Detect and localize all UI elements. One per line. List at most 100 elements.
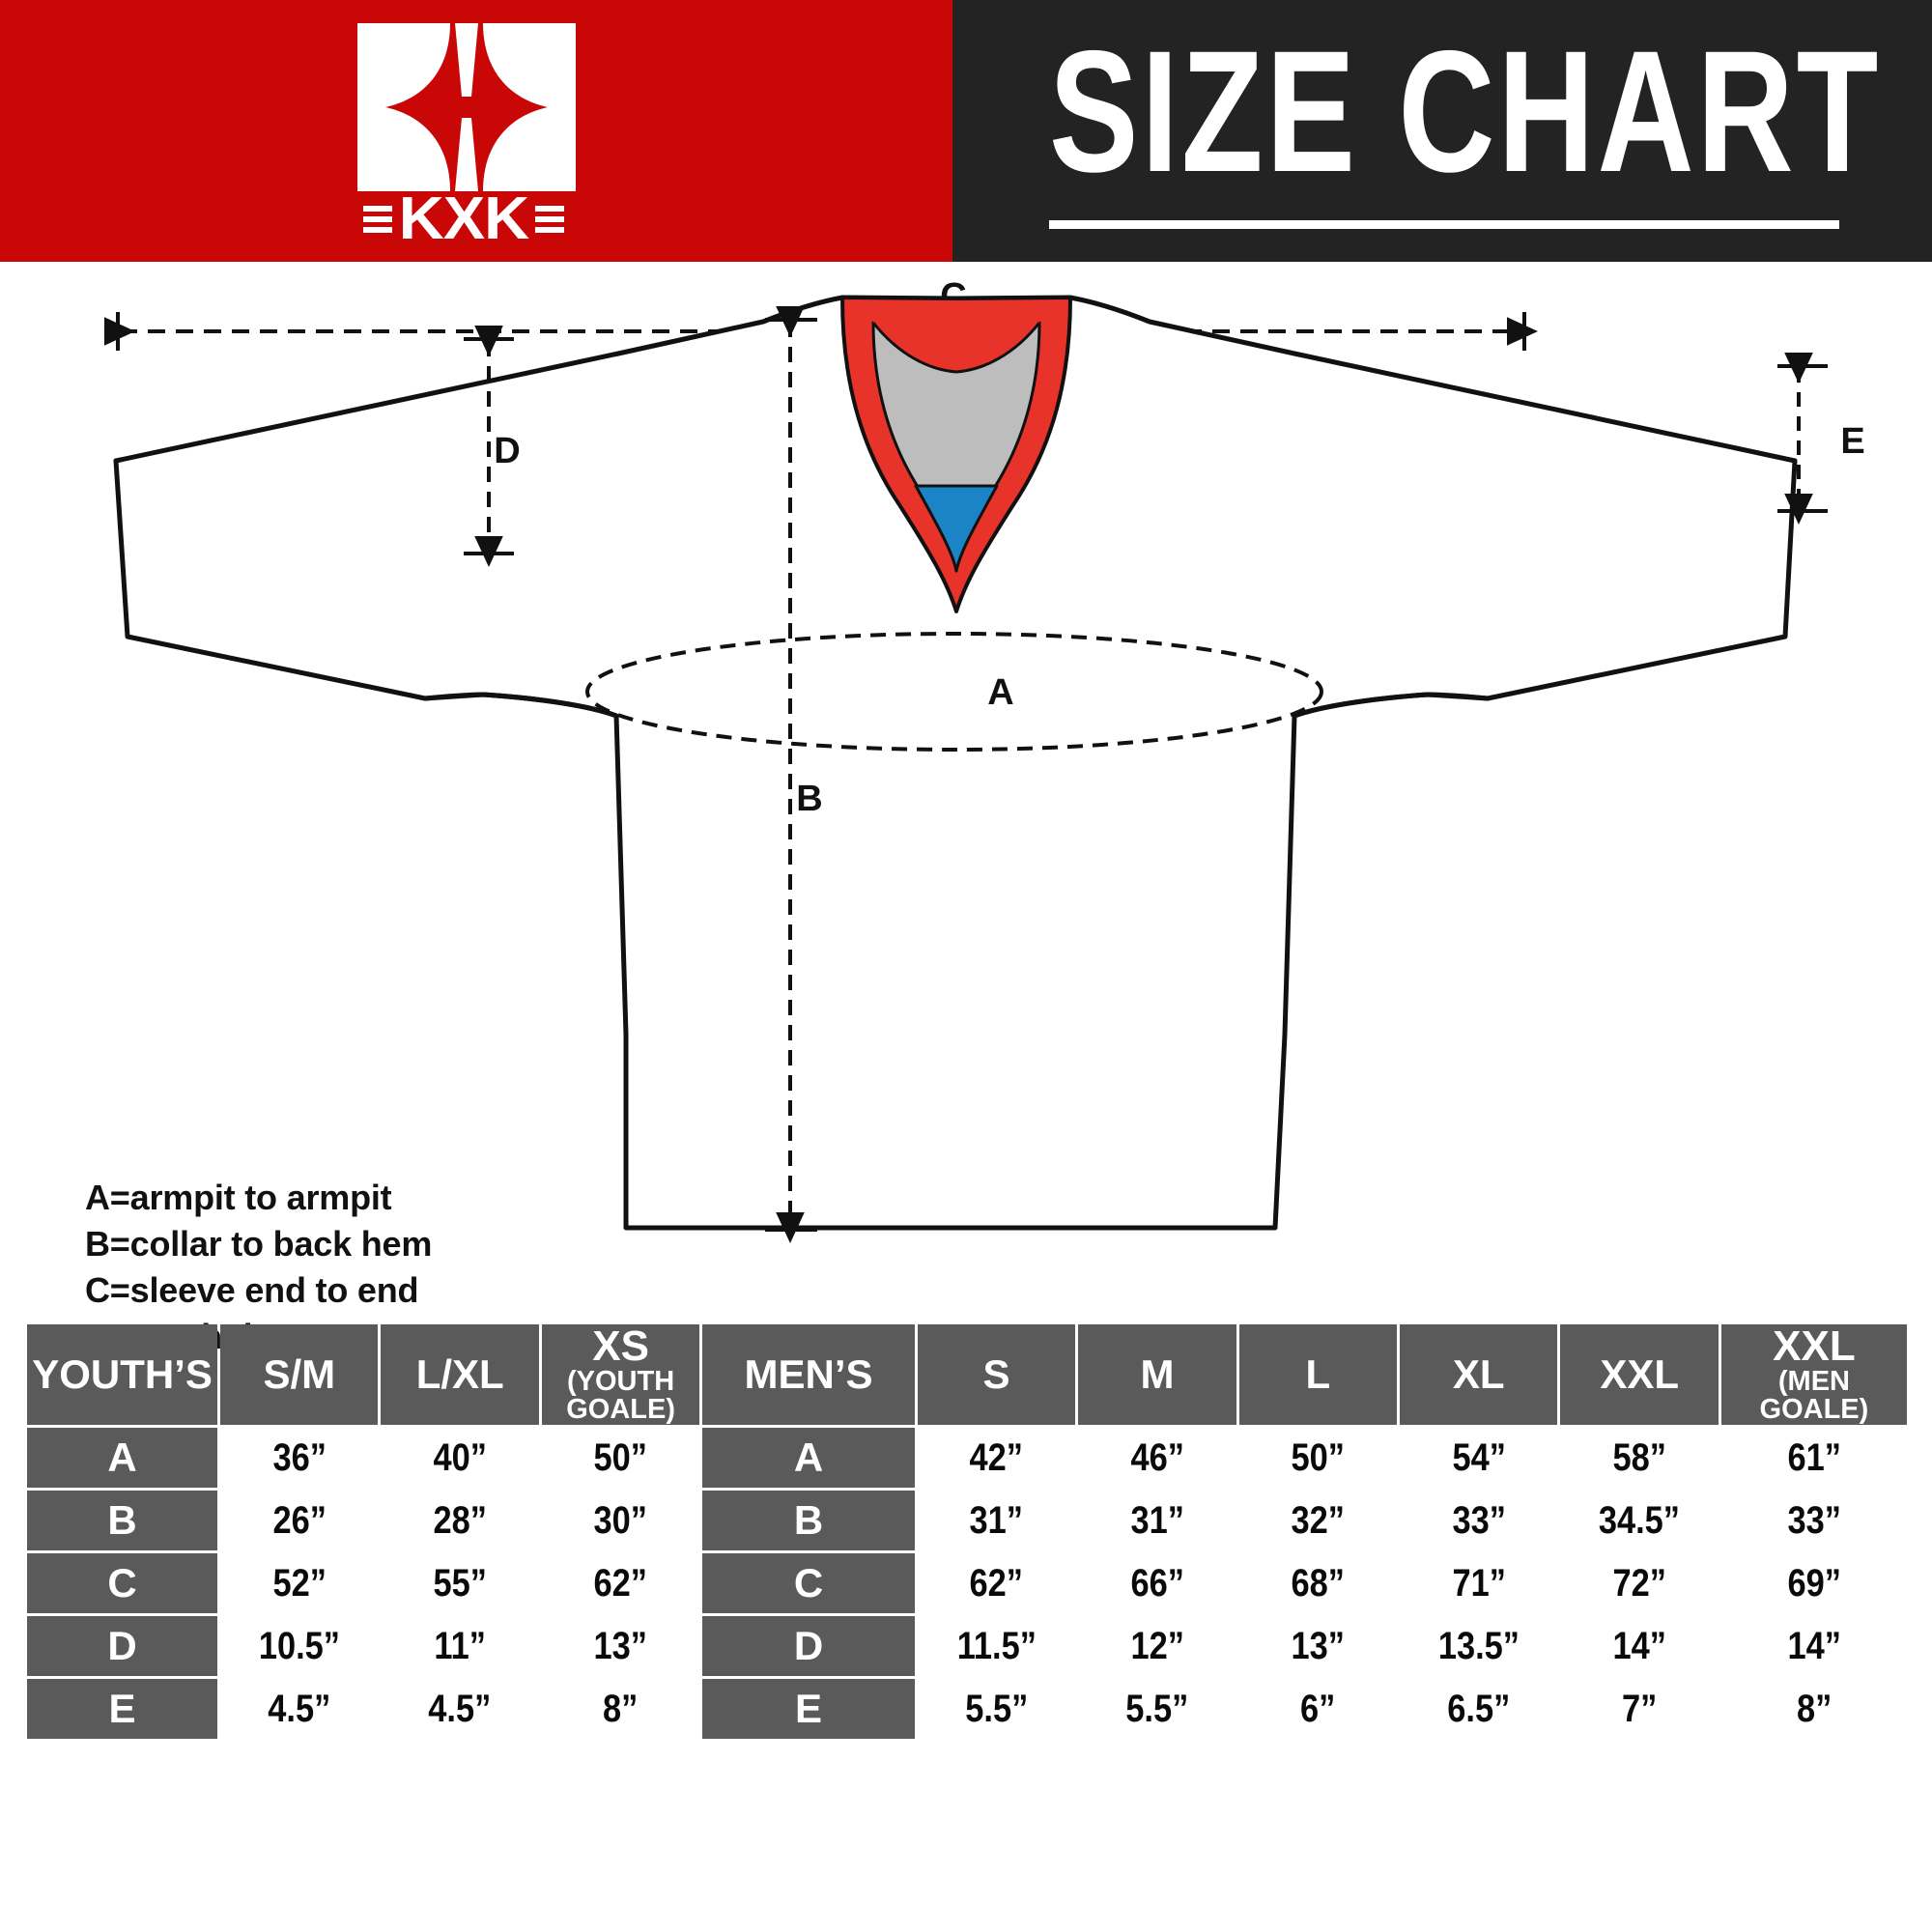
column-header-mens-3: L: [1238, 1324, 1398, 1425]
cell-value: 33”: [1787, 1498, 1841, 1542]
brand-name: KXK: [398, 185, 529, 252]
title-panel: SIZE CHART: [952, 0, 1932, 262]
row-header-youths: C: [27, 1553, 218, 1613]
row-header-mens: E: [702, 1679, 915, 1739]
cell-value: 36”: [272, 1435, 327, 1479]
cell-youths: 30”: [541, 1491, 700, 1550]
cell-value: 5.5”: [1125, 1687, 1189, 1730]
size-chart-body: YOUTH’S S/M L/XL XS (YOUTH GOALE) MEN’S S M L XL XX…: [27, 1324, 1907, 1739]
cell-mens: 6”: [1238, 1679, 1398, 1739]
cell-value: 14”: [1612, 1624, 1666, 1667]
cell-value: 12”: [1130, 1624, 1184, 1667]
column-header-main: XXL: [1773, 1321, 1856, 1370]
cell-value: 55”: [433, 1561, 487, 1605]
column-header-mens-5: XXL: [1560, 1324, 1719, 1425]
column-header-main: MEN’S: [744, 1350, 873, 1397]
cell-youths: 4.5”: [220, 1679, 379, 1739]
cell-value: 13.5”: [1437, 1624, 1520, 1667]
column-header-mens-2: M: [1078, 1324, 1236, 1425]
cell-value: 4.5”: [268, 1687, 331, 1730]
column-header-sub: (MEN: [1777, 1366, 1850, 1398]
row-header-youths: A: [27, 1428, 218, 1488]
kxk-hourglass-logo-icon: [355, 21, 578, 193]
logo-bars-left-icon: [363, 206, 393, 233]
cell-value: 69”: [1787, 1561, 1841, 1605]
cell-value: 61”: [1787, 1435, 1841, 1479]
cell-youths: 55”: [381, 1553, 539, 1613]
cell-value: 11”: [434, 1624, 486, 1667]
cell-value: 11.5”: [956, 1624, 1037, 1667]
cell-youths: 28”: [381, 1491, 539, 1550]
table-row: C 52” 55” 62” C 62” 66” 68” 71” 72” 69”: [27, 1553, 1907, 1613]
cell-mens: 42”: [917, 1428, 1076, 1488]
dimension-label-e: E: [1840, 421, 1864, 462]
brand-logo: KXK: [328, 21, 599, 249]
dimension-label-d: D: [494, 431, 520, 471]
column-header-mens-1: S: [917, 1324, 1076, 1425]
column-header-main: XL: [1452, 1350, 1505, 1397]
column-header-sub: GOALE): [1759, 1394, 1869, 1426]
cell-value: 72”: [1612, 1561, 1666, 1605]
cell-value: 68”: [1291, 1561, 1346, 1605]
cell-value: 52”: [272, 1561, 327, 1605]
cell-value: 58”: [1612, 1435, 1666, 1479]
cell-value: 62”: [593, 1561, 648, 1605]
cell-value: 54”: [1452, 1435, 1506, 1479]
cell-youths: 11”: [381, 1616, 539, 1676]
cell-value: 66”: [1130, 1561, 1184, 1605]
cell-mens: 34.5”: [1560, 1491, 1719, 1550]
cell-mens: 5.5”: [917, 1679, 1076, 1739]
cell-value: 13”: [593, 1624, 648, 1667]
cell-youths: 40”: [381, 1428, 539, 1488]
column-header-main: M: [1140, 1350, 1175, 1397]
column-header-mens-4: XL: [1400, 1324, 1558, 1425]
cell-value: 7”: [1621, 1687, 1658, 1730]
page-title: SIZE CHART: [1049, 24, 1878, 197]
cell-youths: 50”: [541, 1428, 700, 1488]
table-row: E 4.5” 4.5” 8” E 5.5” 5.5” 6” 6.5” 7” 8”: [27, 1679, 1907, 1739]
jersey-diagram: C D B A E: [0, 262, 1932, 1403]
cell-mens: 13”: [1238, 1616, 1398, 1676]
cell-mens: 31”: [1078, 1491, 1236, 1550]
cell-mens: 61”: [1720, 1428, 1907, 1488]
cell-youths: 26”: [220, 1491, 379, 1550]
cell-mens: 66”: [1078, 1553, 1236, 1613]
cell-mens: 13.5”: [1400, 1616, 1558, 1676]
legend-line-b: B=collar to back hem: [85, 1223, 433, 1264]
column-header-main: XXL: [1600, 1350, 1679, 1397]
cell-value: 62”: [969, 1561, 1024, 1605]
column-header-youths-3: XS (YOUTH GOALE): [541, 1324, 700, 1425]
cell-youths: 13”: [541, 1616, 700, 1676]
cell-mens: 62”: [917, 1553, 1076, 1613]
cell-youths: 62”: [541, 1553, 700, 1613]
cell-youths: 4.5”: [381, 1679, 539, 1739]
cell-value: 33”: [1452, 1498, 1506, 1542]
row-header-mens: A: [702, 1428, 915, 1488]
cell-mens: 14”: [1720, 1616, 1907, 1676]
cell-value: 8”: [1796, 1687, 1833, 1730]
cell-mens: 69”: [1720, 1553, 1907, 1613]
row-header-mens: C: [702, 1553, 915, 1613]
cell-mens: 11.5”: [917, 1616, 1076, 1676]
cell-mens: 33”: [1720, 1491, 1907, 1550]
cell-value: 32”: [1291, 1498, 1346, 1542]
cell-value: 30”: [593, 1498, 648, 1542]
logo-bars-right-icon: [534, 206, 564, 233]
cell-mens: 8”: [1720, 1679, 1907, 1739]
cell-mens: 71”: [1400, 1553, 1558, 1613]
cell-value: 8”: [603, 1687, 639, 1730]
column-header-main: S/M: [263, 1350, 336, 1397]
cell-value: 5.5”: [965, 1687, 1029, 1730]
cell-value: 31”: [1130, 1498, 1184, 1542]
cell-value: 26”: [272, 1498, 327, 1542]
column-header-main: S: [982, 1350, 1010, 1397]
cell-mens: 31”: [917, 1491, 1076, 1550]
dimension-label-b: B: [796, 779, 822, 819]
cell-value: 14”: [1787, 1624, 1841, 1667]
row-header-youths: E: [27, 1679, 218, 1739]
table-row: B 26” 28” 30” B 31” 31” 32” 33” 34.5” 33”: [27, 1491, 1907, 1550]
cell-mens: 33”: [1400, 1491, 1558, 1550]
column-header-mens-0: MEN’S: [702, 1324, 915, 1425]
column-header-youths-0: YOUTH’S: [27, 1324, 218, 1425]
column-header-mens-6: XXL (MEN GOALE): [1720, 1321, 1907, 1426]
